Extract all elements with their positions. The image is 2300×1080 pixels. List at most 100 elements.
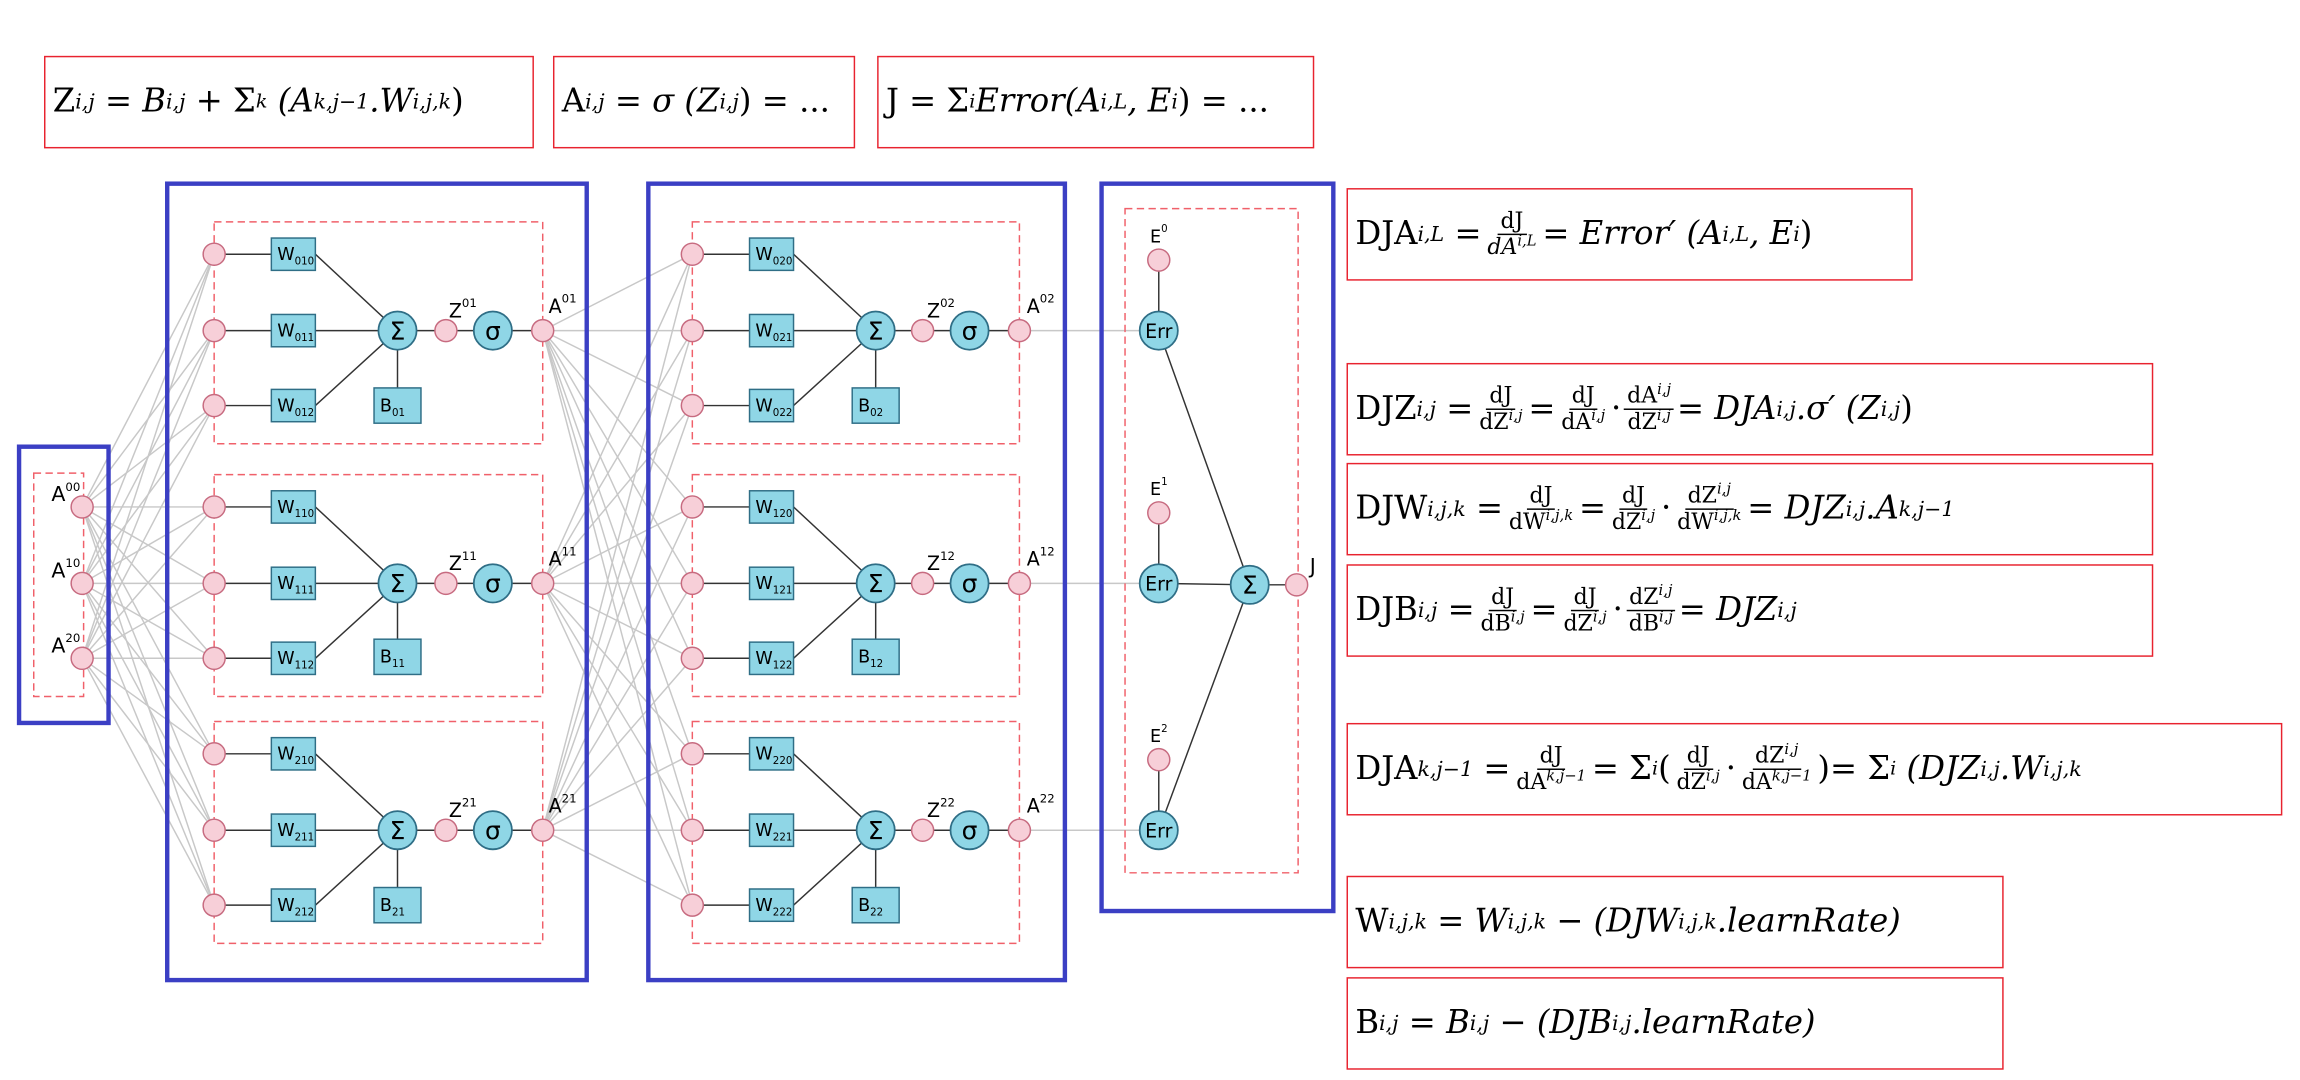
neuron-input-node [202,495,226,519]
err-node [1138,810,1179,851]
weight-box-label: W020 [755,245,792,267]
sum-node-label: Σ [868,569,884,598]
activation-output-node [1007,571,1032,596]
weight-box-label: W122 [755,649,792,671]
z-node [434,318,458,343]
weight-box [270,388,317,423]
neuron-input-node [202,646,226,671]
a-label: A01 [549,292,577,318]
input-wire [81,506,215,659]
target-node [1147,747,1171,772]
hidden-wire [542,330,694,831]
neuron-input-node [202,242,226,266]
neuron-input-node [202,818,226,842]
hidden-wire [542,254,694,831]
weight-box-label: W222 [755,896,792,918]
hidden-wire [542,753,693,831]
input-wire [81,657,215,906]
weight-box [748,566,795,601]
hidden-wire [542,582,693,831]
neuron-input-node [680,742,705,766]
weight-box [270,313,317,348]
weight-box-label: W212 [277,896,314,918]
sigma-node-label: σ [962,316,978,345]
fraction: dJ dAi,L [1487,206,1537,260]
layer-block [165,181,589,983]
err-to-sum-wire [1158,584,1251,831]
z-node [434,818,458,842]
activation-output-node [1007,318,1032,343]
z-node [434,571,458,596]
weight-box-label: W210 [277,745,314,767]
neuron-input-node [680,818,705,842]
weight-box [270,736,317,771]
neuron-input-node [202,893,226,917]
fraction: dAi,j dZi,j [1624,383,1675,435]
weight-box [748,813,795,848]
a-label: A11 [549,544,577,570]
fraction: dZi,j dWi,j,k [1677,482,1742,535]
activation-output-node [530,818,555,842]
target-label: E0 [1150,223,1168,247]
bias-box-label: B12 [858,648,883,670]
hidden-wire [542,405,693,584]
weight-box-label: W010 [277,245,314,267]
input-wire [81,582,215,755]
fraction: dJ dZi,j [1563,582,1607,636]
weight-box [270,490,317,524]
target-node [1147,501,1171,525]
input-wire [81,405,215,659]
sigma-node-label: σ [962,569,978,598]
fraction: dJ dZi,j [1611,481,1656,535]
bias-box [373,638,422,676]
input-wire [81,657,215,755]
neuron-input-node [202,742,226,766]
input-block [16,444,111,726]
z-label: Z01 [449,296,477,322]
weight-box [748,641,795,676]
weight-box [748,388,795,423]
fraction: dZi,j dAk,j−1 [1741,742,1812,795]
input-wire [81,506,215,755]
neuron-input-node [202,571,226,596]
input-label: A10 [51,556,80,582]
neuron-input-node [202,318,226,343]
j-node [1284,573,1309,597]
bias-box-label: B22 [858,896,883,918]
input-dashed-frame [33,472,85,698]
sum-node-label: Σ [390,816,406,845]
j-label: J [1308,554,1316,578]
hidden-wire [542,506,693,831]
activation-output-node [530,318,555,343]
input-node [70,495,94,519]
input-label: A00 [51,480,80,506]
bias-box [851,886,900,924]
sigma-node [472,810,513,851]
z-label: Z21 [449,796,477,822]
sigma-node [472,563,513,604]
input-wire [81,582,215,659]
hidden-wire [542,657,693,831]
weight-box [748,736,795,771]
target-node [1147,248,1171,272]
fraction: dJ dAi,j [1561,381,1606,435]
sigma-node [949,563,990,604]
target-label: E2 [1150,723,1168,747]
sum-node-label: Σ [390,316,406,345]
fraction: dZi,j dBi,j [1626,584,1676,636]
sigma-node-label: σ [485,316,501,345]
a-label: A12 [1027,544,1055,570]
target-label: E1 [1150,476,1168,500]
sum-node [855,310,896,351]
weight-box-label: W022 [755,396,792,418]
hidden-wire [542,829,693,906]
weight-box-label: W211 [277,821,314,843]
hidden-wire [542,329,693,407]
weight-box-label: W012 [277,396,314,418]
weight-box [748,490,795,524]
weight-box [270,566,317,601]
bias-box [373,387,422,424]
